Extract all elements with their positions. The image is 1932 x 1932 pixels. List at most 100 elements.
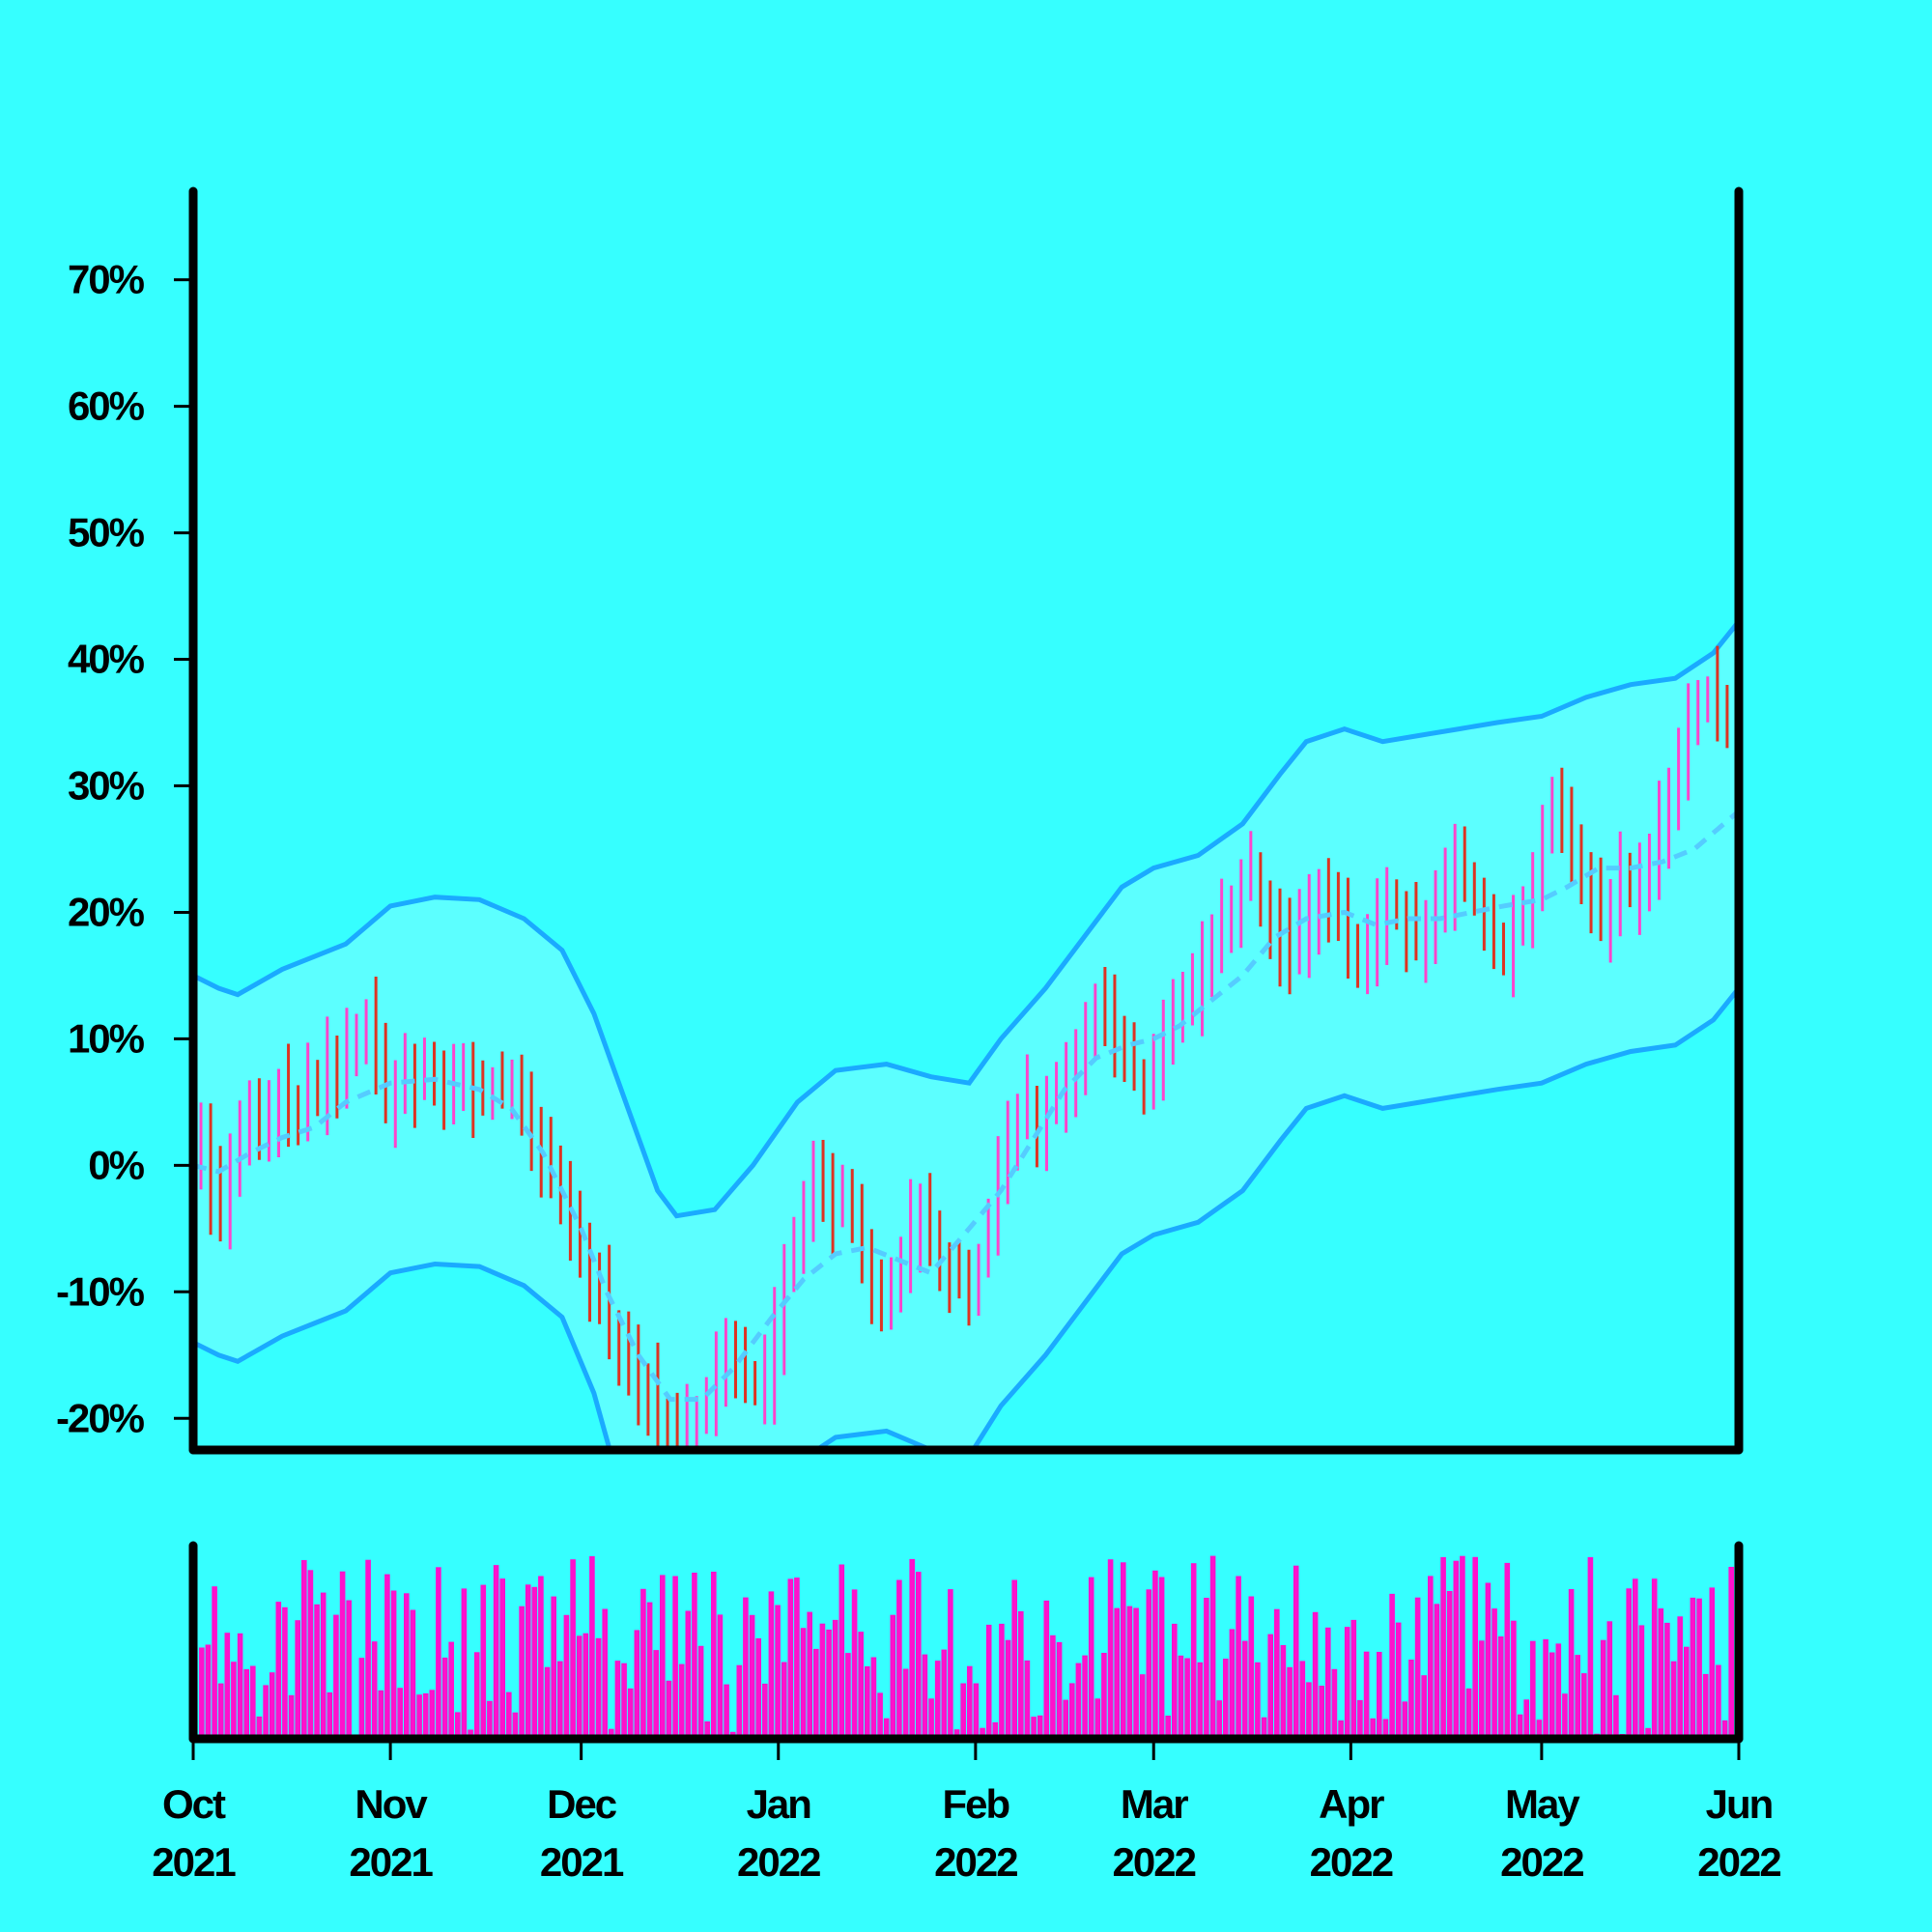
volume-bar-102	[851, 1589, 858, 1739]
volume-bar-136	[1069, 1683, 1075, 1739]
volume-bar-17	[307, 1570, 314, 1739]
volume-bar-87	[755, 1637, 761, 1739]
x-tick-label-year: 2022	[1500, 1839, 1583, 1885]
y-tick-label: 70%	[68, 257, 145, 302]
volume-bar-214	[1568, 1589, 1575, 1739]
volume-bar-174	[1312, 1611, 1319, 1739]
volume-bar-58	[570, 1559, 576, 1739]
volume-bar-172	[1299, 1661, 1306, 1739]
volume-bar-215	[1575, 1655, 1580, 1739]
x-tick-label-month: May	[1505, 1781, 1580, 1827]
volume-bar-145	[1126, 1605, 1133, 1739]
volume-bar-63	[602, 1608, 608, 1739]
volume-bar-6	[237, 1633, 243, 1739]
volume-bar-30	[390, 1590, 397, 1739]
volume-bar-203	[1497, 1636, 1504, 1739]
volume-bar-88	[762, 1683, 768, 1739]
volume-bar-22	[339, 1571, 346, 1739]
volume-bar-191	[1421, 1675, 1427, 1739]
volume-bar-89	[768, 1591, 775, 1739]
volume-bar-86	[749, 1614, 755, 1739]
volume-bar-198	[1465, 1688, 1472, 1739]
volume-bar-16	[301, 1560, 307, 1739]
volume-bar-185	[1382, 1719, 1389, 1739]
volume-bar-131	[1037, 1715, 1043, 1739]
volume-bar-49	[512, 1712, 519, 1739]
volume-bar-41	[461, 1588, 468, 1739]
volume-bar-163	[1241, 1640, 1248, 1739]
volume-bar-108	[890, 1614, 896, 1739]
volume-bar-28	[378, 1690, 384, 1739]
volume-bar-42	[468, 1729, 473, 1739]
volume-bar-138	[1082, 1655, 1088, 1739]
volume-bar-26	[365, 1559, 371, 1739]
volume-bar-34	[416, 1694, 422, 1739]
volume-bar-127	[1011, 1579, 1017, 1739]
volume-bar-85	[743, 1597, 749, 1739]
volume-bar-53	[538, 1576, 544, 1739]
volume-bar-130	[1031, 1717, 1037, 1739]
volume-bar-156	[1197, 1662, 1204, 1739]
volume-bar-111	[909, 1558, 915, 1739]
volume-bar-165	[1255, 1662, 1261, 1739]
volume-bar-19	[320, 1592, 327, 1739]
volume-bar-126	[1005, 1639, 1011, 1739]
volume-bar-179	[1344, 1627, 1350, 1739]
volume-bar-234	[1696, 1598, 1702, 1739]
volume-bar-98	[826, 1629, 832, 1739]
y-tick-label: 20%	[68, 889, 145, 934]
volume-bar-217	[1587, 1557, 1594, 1739]
volume-bar-43	[473, 1652, 480, 1739]
volume-bar-161	[1229, 1629, 1236, 1739]
x-tick-label-month: Dec	[547, 1781, 617, 1827]
volume-bar-77	[692, 1573, 697, 1739]
volume-bar-189	[1408, 1660, 1414, 1739]
volume-bar-140	[1094, 1698, 1101, 1739]
volume-bar-51	[525, 1584, 531, 1739]
volume-bar-171	[1293, 1565, 1299, 1739]
volume-bar-178	[1338, 1720, 1344, 1739]
volume-bar-188	[1402, 1701, 1408, 1739]
volume-bar-190	[1414, 1597, 1421, 1739]
x-tick-label-month: Jan	[747, 1781, 811, 1827]
volume-bar-166	[1261, 1717, 1267, 1739]
volume-bar-207	[1523, 1699, 1529, 1739]
volume-bar-197	[1460, 1555, 1465, 1739]
y-tick-label: 60%	[68, 384, 145, 429]
volume-bar-187	[1395, 1622, 1402, 1739]
volume-bar-235	[1702, 1673, 1709, 1739]
volume-bar-144	[1121, 1562, 1126, 1739]
volume-bar-104	[865, 1665, 870, 1739]
volume-bar-8	[250, 1665, 256, 1739]
volume-bar-55	[551, 1596, 556, 1739]
volume-bar-221	[1613, 1694, 1619, 1739]
volume-bar-14	[288, 1694, 295, 1739]
volume-bar-129	[1024, 1660, 1031, 1739]
volume-bar-132	[1043, 1600, 1050, 1739]
volume-bar-226	[1645, 1727, 1651, 1739]
volume-bar-231	[1677, 1616, 1683, 1739]
volume-bar-38	[441, 1657, 448, 1739]
band-lower-line	[193, 986, 1739, 1449]
volume-bar-225	[1638, 1625, 1645, 1739]
volume-bar-173	[1306, 1682, 1312, 1739]
volume-bar-211	[1548, 1652, 1555, 1739]
volume-bar-182	[1363, 1651, 1370, 1739]
volume-bar-159	[1216, 1700, 1222, 1739]
moving-average-line	[193, 809, 1739, 1403]
volume-bar-143	[1114, 1607, 1120, 1739]
volume-bar-79	[704, 1721, 710, 1739]
volume-bar-118	[953, 1729, 960, 1739]
volume-bar-50	[519, 1605, 525, 1739]
volume-bar-72	[660, 1575, 666, 1739]
volume-bar-142	[1107, 1559, 1114, 1739]
volume-bar-155	[1190, 1563, 1197, 1739]
volume-bar-160	[1223, 1659, 1229, 1739]
volume-bar-12	[275, 1602, 282, 1739]
volume-bar-39	[448, 1641, 454, 1739]
volume-bar-18	[314, 1604, 320, 1739]
x-tick-label-year: 2022	[934, 1839, 1017, 1885]
x-tick-label-month: Nov	[355, 1781, 428, 1827]
volume-bar-152	[1172, 1623, 1178, 1739]
band-upper-line	[193, 619, 1739, 1219]
